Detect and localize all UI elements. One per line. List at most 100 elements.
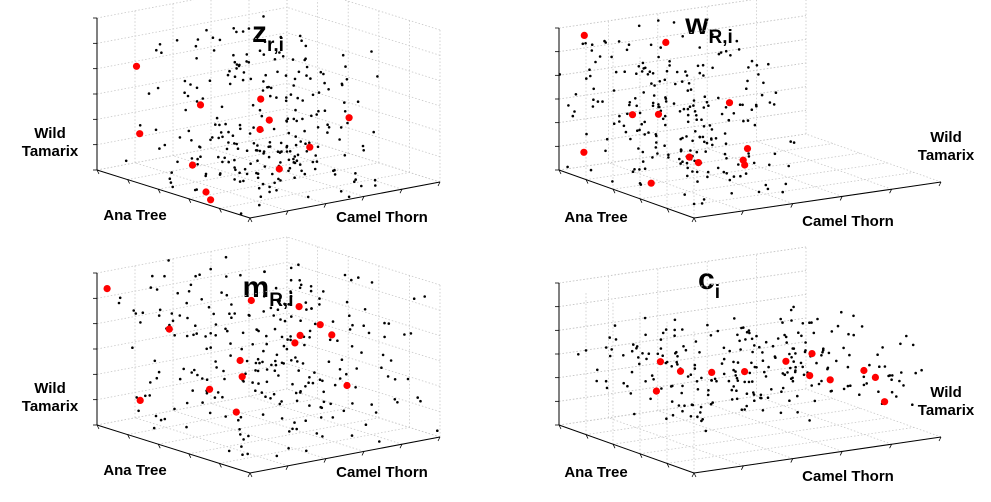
data-point-black [603,39,606,43]
data-point-black [725,172,728,175]
data-point-black [383,335,386,339]
data-point-black [263,270,266,273]
data-point-black [630,349,634,353]
subplot-title: wR,i [684,8,733,48]
grid-line [286,82,441,132]
data-point-black [675,70,679,74]
data-point-black [707,389,710,392]
data-point-black [702,198,706,201]
data-point-black [254,369,257,372]
data-point-red [188,161,197,169]
data-point-black [205,378,209,381]
data-point-black [148,394,151,397]
data-point-black [658,80,662,83]
data-point-black [682,345,685,348]
tick [790,458,794,463]
data-point-black [336,339,339,342]
data-point-black [149,381,152,384]
data-point-black [299,391,302,394]
data-point-red [654,110,663,118]
data-point-black [354,172,357,175]
data-point-black [647,131,650,134]
data-point-black [339,126,343,129]
data-point-black [622,354,625,357]
data-point-black [245,149,249,152]
data-point-black [723,152,727,156]
data-point-black [117,301,121,305]
data-point-black [239,127,242,131]
grid-line [96,57,288,95]
data-point-black [709,334,713,337]
data-point-black [725,157,728,160]
data-point-black [241,453,244,456]
data-point-black [567,104,570,107]
data-point-black [732,175,736,178]
grid-line [286,236,441,286]
data-point-black [747,66,750,69]
grid-line [188,162,379,200]
data-point-black [196,38,200,41]
data-point-black [224,122,227,126]
data-point-black [340,82,344,86]
tick [639,453,643,458]
axis-label-right: Camel Thorn [336,464,428,481]
data-point-black [663,78,667,82]
data-point-black [817,382,821,386]
data-point-black [720,112,724,116]
data-point-black [182,367,185,371]
data-point-black [791,376,794,380]
axis-label-vertical: Tamarix [22,398,79,415]
data-point-black [295,399,299,403]
data-point-black [638,111,642,115]
data-point-black [638,362,641,366]
data-point-black [640,122,643,126]
data-point-black [373,178,377,182]
grid-line [343,0,441,31]
data-point-black [300,39,303,42]
tick [558,424,562,430]
data-point-black [211,36,215,39]
data-point-red [743,145,752,153]
data-point-black [193,368,196,372]
data-point-black [835,359,838,363]
axis-line [693,436,942,474]
data-point-black [289,266,293,270]
grid-line [210,148,365,197]
data-point-black [618,120,621,123]
data-point-black [727,379,731,383]
data-point-black [781,190,784,194]
data-point-black [764,183,768,187]
data-point-black [225,147,229,151]
data-point-black [278,402,282,406]
data-point-black [171,185,174,189]
data-point-black [281,55,285,58]
data-point-black [741,103,744,107]
data-point-black [911,343,915,347]
data-point-black [211,136,214,139]
data-point-black [786,371,789,374]
data-point-black [651,104,655,108]
data-point-black [217,155,220,159]
data-point-black [704,150,707,153]
data-point-black [297,70,301,74]
data-point-red [206,385,214,393]
data-point-black [865,382,868,385]
subplot-title-subscript: r,i [267,35,284,56]
data-point-black [201,97,205,100]
data-point-black [683,193,686,196]
data-point-black [209,332,212,335]
data-point-black [227,160,230,164]
data-point-red [103,285,111,293]
data-point-black [298,286,302,290]
data-point-black [135,396,138,399]
data-point-black [219,131,223,134]
grid-line [286,388,441,438]
data-point-black [289,278,293,282]
subplot-title: mR,i [243,271,294,311]
axis-line [96,169,251,219]
data-point-red [806,372,814,380]
data-point-black [715,379,718,383]
data-point-black [698,351,701,354]
data-point-black [722,372,726,376]
data-point-black [153,359,157,363]
